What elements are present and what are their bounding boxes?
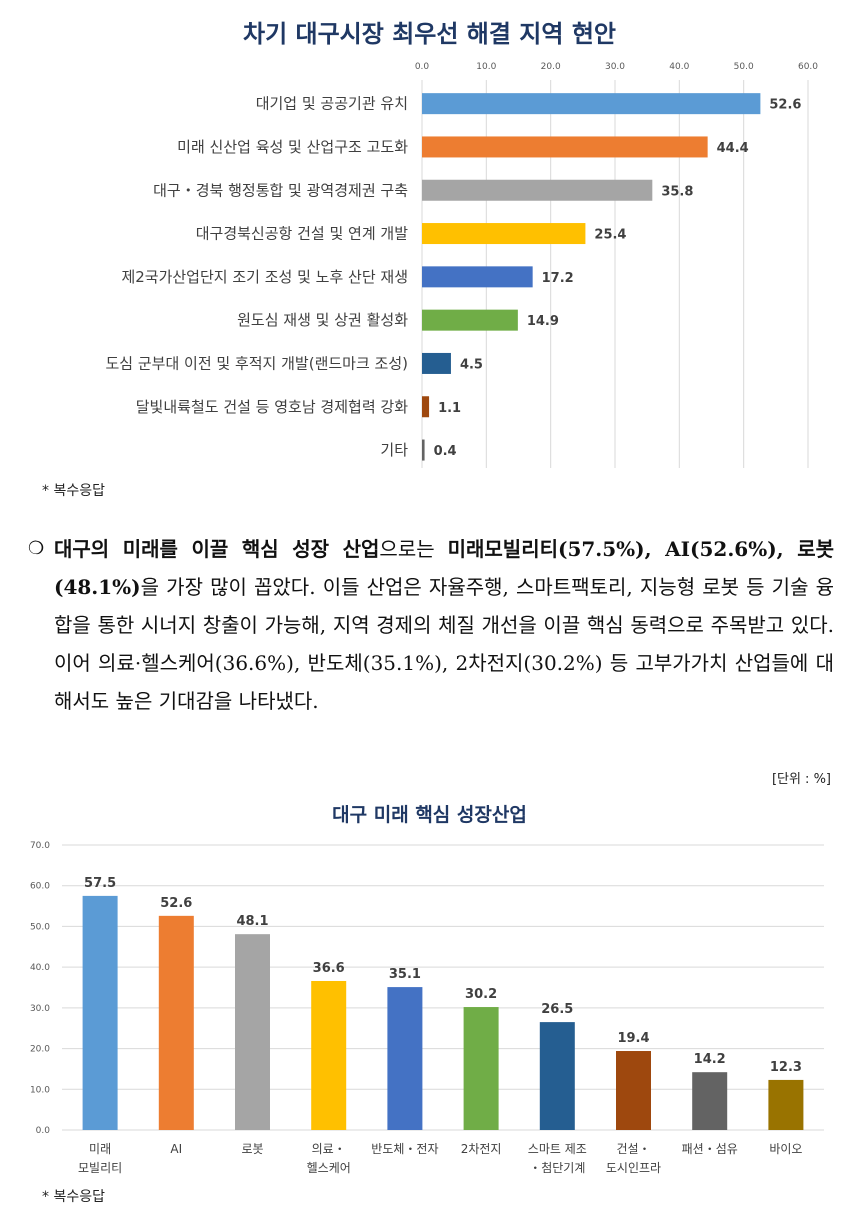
- category-label: 제2국가산업단지 조기 조성 및 노후 산단 재생: [121, 268, 408, 286]
- data-label: 44.4: [717, 141, 749, 156]
- bar: [539, 1022, 575, 1130]
- paragraph-run-1: 으로는: [379, 537, 448, 561]
- chart1-title: 차기 대구시장 최우선 해결 지역 현안: [243, 20, 616, 48]
- bar: [422, 309, 518, 331]
- bar: [82, 895, 118, 1130]
- bar: [387, 987, 423, 1130]
- x-tick-label: 0.0: [415, 62, 430, 72]
- bullet-icon: ❍: [28, 538, 45, 559]
- chart2-note: * 복수응답: [42, 1189, 105, 1205]
- category-label: 미래 신산업 육성 및 산업구조 고도화: [177, 138, 408, 156]
- category-label: 대기업 및 공공기관 유치: [256, 95, 408, 113]
- data-label: 17.2: [542, 271, 574, 286]
- bar: [692, 1072, 728, 1130]
- bar: [768, 1079, 804, 1130]
- category-label: 2차전지: [461, 1142, 502, 1156]
- category-label: 헬스케어: [307, 1161, 351, 1175]
- summary-paragraph: ❍ 대구의 미래를 이끌 핵심 성장 산업으로는 미래모빌리티(57.5%), …: [28, 530, 834, 720]
- category-label: 반도체・전자: [371, 1142, 438, 1156]
- category-label: 스마트 제조: [528, 1142, 587, 1156]
- unit-label: [단위 : %]: [771, 772, 831, 787]
- data-label: 52.6: [160, 896, 192, 911]
- bar: [311, 980, 347, 1130]
- bar: [422, 179, 653, 201]
- paragraph-run-2: 미래모빌리티(57.5%), AI(52.6%), 로봇(48.1%): [54, 537, 834, 599]
- data-label: 52.6: [769, 98, 801, 113]
- paragraph-run-3: 을 가장 많이 꼽았다. 이들 산업은 자율주행, 스마트팩토리, 지능형 로봇…: [54, 575, 834, 713]
- x-tick-label: 60.0: [798, 62, 818, 72]
- bar: [422, 136, 708, 158]
- bar: [422, 223, 586, 245]
- y-tick-label: 30.0: [30, 1004, 50, 1014]
- data-label: 48.1: [236, 914, 268, 929]
- data-label: 25.4: [594, 228, 626, 243]
- category-label: 바이오: [769, 1142, 802, 1156]
- category-label: 건설・: [616, 1142, 650, 1156]
- category-label: 패션・섬유: [682, 1142, 738, 1156]
- data-label: 19.4: [617, 1031, 649, 1046]
- category-label: 의료・: [312, 1142, 346, 1156]
- x-tick-label: 40.0: [669, 62, 689, 72]
- data-label: 14.2: [694, 1052, 726, 1067]
- data-label: 1.1: [438, 401, 461, 416]
- x-tick-label: 20.0: [541, 62, 561, 72]
- y-tick-label: 20.0: [30, 1045, 50, 1055]
- y-tick-label: 40.0: [30, 963, 50, 973]
- paragraph-run-0: 대구의 미래를 이끌 핵심 성장 산업: [54, 537, 380, 561]
- bar: [422, 266, 533, 288]
- chart2-title: 대구 미래 핵심 성장산업: [332, 804, 527, 826]
- y-tick-label: 10.0: [30, 1085, 50, 1095]
- bar: [158, 915, 194, 1130]
- bar: [422, 396, 430, 418]
- paragraph-text: 대구의 미래를 이끌 핵심 성장 산업으로는 미래모빌리티(57.5%), AI…: [54, 530, 834, 720]
- x-tick-label: 50.0: [734, 62, 754, 72]
- chart1-note: * 복수응답: [42, 483, 105, 499]
- data-label: 30.2: [465, 987, 497, 1002]
- category-label: 도시인프라: [606, 1161, 661, 1175]
- category-label: 달빛내륙철도 건설 등 영호남 경제협력 강화: [136, 398, 408, 416]
- bar: [463, 1007, 499, 1130]
- data-label: 35.8: [661, 184, 693, 199]
- category-label: 도심 군부대 이전 및 후적지 개발(랜드마크 조성): [105, 354, 408, 372]
- data-label: 12.3: [770, 1060, 802, 1075]
- y-tick-label: 0.0: [36, 1126, 51, 1136]
- data-label: 35.1: [389, 967, 421, 982]
- x-tick-label: 30.0: [605, 62, 625, 72]
- category-label: 원도심 재생 및 상권 활성화: [237, 311, 408, 329]
- data-label: 4.5: [460, 357, 483, 372]
- category-label: 모빌리티: [78, 1161, 122, 1175]
- data-label: 57.5: [84, 876, 116, 891]
- category-label: AI: [170, 1142, 182, 1156]
- y-tick-label: 70.0: [30, 841, 50, 851]
- data-label: 0.4: [434, 444, 457, 459]
- category-label: ・첨단기계: [529, 1161, 585, 1175]
- data-label: 36.6: [313, 961, 345, 976]
- data-label: 26.5: [541, 1002, 573, 1017]
- bar: [422, 93, 761, 115]
- bar: [235, 934, 270, 1130]
- y-tick-label: 60.0: [30, 882, 50, 892]
- category-label: 대구・경북 행정통합 및 광역경제권 구축: [153, 181, 408, 199]
- bar: [422, 352, 451, 374]
- category-label: 로봇: [241, 1142, 263, 1156]
- category-label: 기타: [380, 441, 408, 459]
- category-label: 미래: [89, 1142, 111, 1156]
- y-tick-label: 50.0: [30, 922, 50, 932]
- bar: [422, 439, 425, 461]
- category-label: 대구경북신공항 건설 및 연계 개발: [196, 225, 408, 243]
- data-label: 14.9: [527, 314, 559, 329]
- x-tick-label: 10.0: [476, 62, 496, 72]
- chart1-plot: 0.0 10.0 20.0 30.0 40.0 50.0 60.0 대기업 및 공공기관 유치…: [105, 62, 818, 468]
- bar: [616, 1051, 651, 1130]
